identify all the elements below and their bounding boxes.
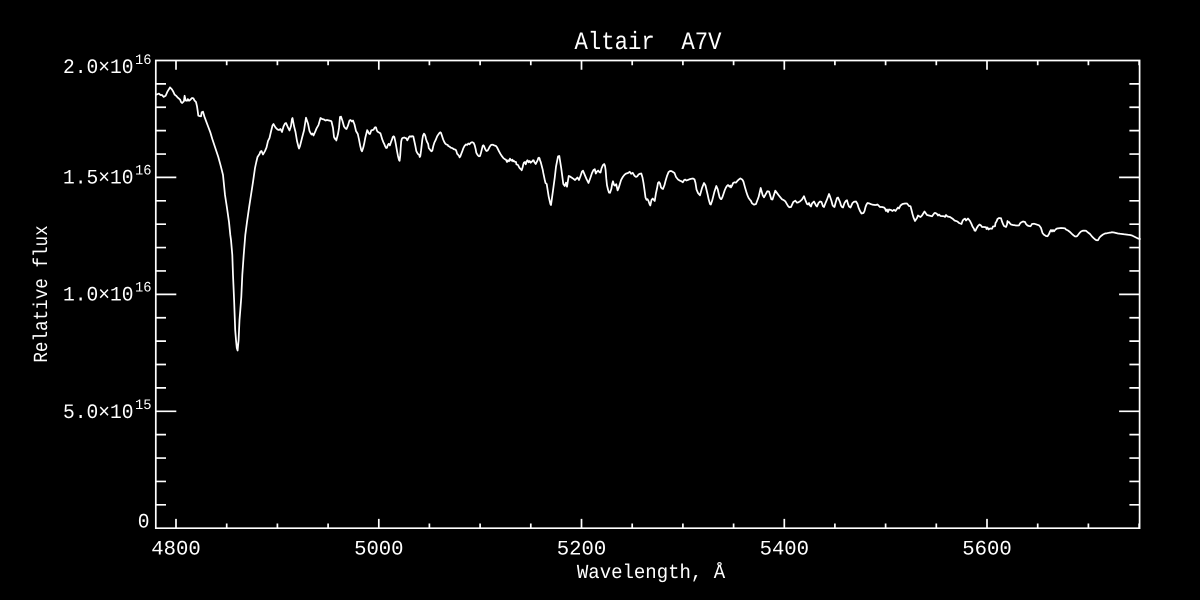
svg-text:5200: 5200 — [557, 539, 606, 562]
svg-text:0: 0 — [138, 512, 150, 535]
svg-text:16: 16 — [135, 281, 152, 297]
svg-text:5000: 5000 — [354, 539, 403, 562]
svg-text:2.0×10: 2.0×10 — [63, 57, 133, 80]
svg-text:4800: 4800 — [151, 539, 200, 562]
svg-text:5600: 5600 — [962, 539, 1011, 562]
svg-text:Relative flux: Relative flux — [31, 225, 54, 362]
svg-text:1.0×10: 1.0×10 — [63, 284, 133, 307]
svg-text:16: 16 — [135, 53, 152, 69]
svg-text:Altair A7V: Altair A7V — [575, 28, 722, 57]
svg-text:1.5×10: 1.5×10 — [63, 167, 133, 190]
svg-text:5.0×10: 5.0×10 — [63, 402, 133, 425]
svg-text:Wavelength, Å: Wavelength, Å — [577, 562, 725, 585]
svg-text:16: 16 — [135, 164, 152, 180]
svg-text:15: 15 — [135, 398, 152, 414]
svg-text:5400: 5400 — [760, 539, 809, 562]
